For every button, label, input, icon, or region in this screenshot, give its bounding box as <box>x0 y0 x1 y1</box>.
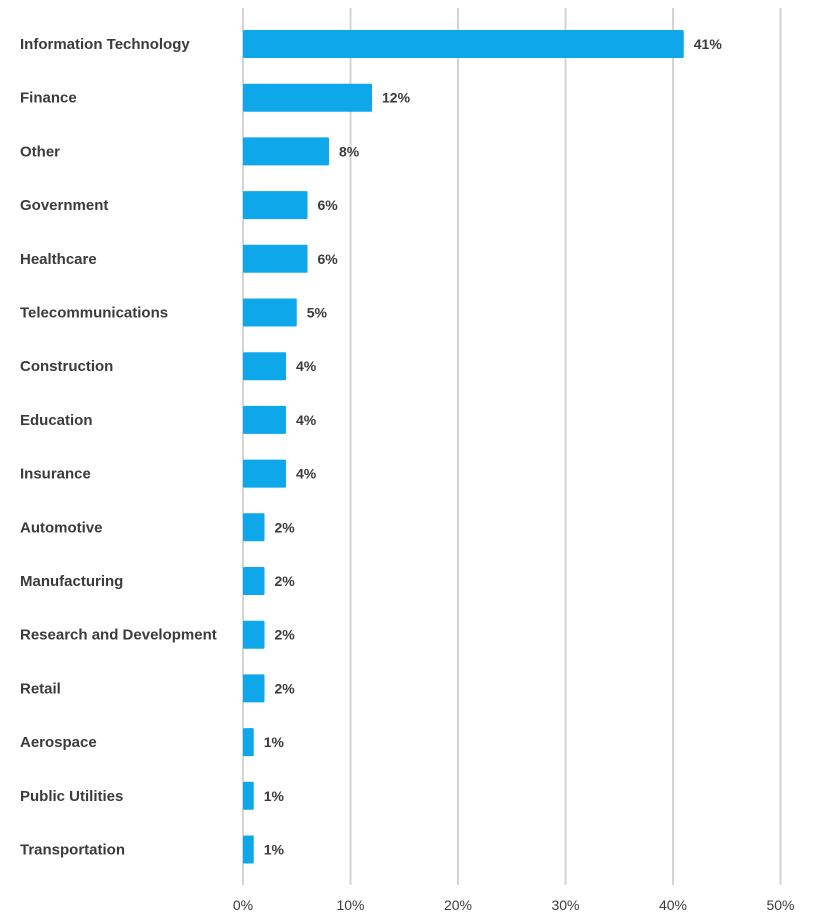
value-label-7: 4% <box>296 412 317 428</box>
category-label-9: Automotive <box>20 519 103 536</box>
category-label-15: Transportation <box>20 842 125 859</box>
value-label-8: 4% <box>296 466 317 482</box>
bar-11 <box>243 620 265 649</box>
category-label-6: Construction <box>20 358 113 375</box>
bar-8 <box>243 459 286 488</box>
category-label-10: Manufacturing <box>20 573 123 590</box>
category-label-13: Aerospace <box>20 734 97 751</box>
value-label-4: 6% <box>318 251 339 267</box>
category-label-7: Education <box>20 412 93 429</box>
bar-5 <box>243 298 297 327</box>
bar-10 <box>243 567 265 595</box>
x-tick-label-20: 20% <box>444 897 472 913</box>
bar-15 <box>243 835 254 864</box>
value-label-5: 5% <box>307 305 328 321</box>
value-label-12: 2% <box>275 680 296 696</box>
bars <box>243 30 684 864</box>
category-label-3: Government <box>20 197 108 214</box>
x-axis-tick-labels: 0% 10% 20% 30% 40% 50% <box>233 897 795 913</box>
x-tick-label-50: 50% <box>766 897 794 913</box>
category-label-8: Insurance <box>20 466 91 483</box>
category-label-11: Research and Development <box>20 627 217 644</box>
category-label-14: Public Utilities <box>20 788 123 805</box>
value-label-11: 2% <box>275 627 296 643</box>
value-label-10: 2% <box>275 573 296 589</box>
value-labels: 41% 12% 8% 6% 6% 5% 4% 4% 4% 2% 2% 2% 2% 1% 1% 1% <box>264 36 723 858</box>
value-label-15: 1% <box>264 842 285 858</box>
value-label-1: 12% <box>382 90 411 106</box>
x-tick-label-10: 10% <box>336 897 364 913</box>
x-tick-label-0: 0% <box>233 897 253 913</box>
bar-7 <box>243 405 286 434</box>
value-label-3: 6% <box>318 197 339 213</box>
category-label-2: Other <box>20 143 60 160</box>
bar-6 <box>243 352 286 381</box>
x-tick-label-30: 30% <box>551 897 579 913</box>
bar-2 <box>243 137 329 166</box>
x-tick-label-40: 40% <box>659 897 687 913</box>
bar-3 <box>243 191 308 220</box>
category-label-12: Retail <box>20 680 61 697</box>
bar-0 <box>243 30 684 58</box>
value-label-13: 1% <box>264 734 285 750</box>
bar-1 <box>243 83 372 112</box>
category-label-5: Telecommunications <box>20 305 168 322</box>
category-label-0: Information Technology <box>20 36 190 53</box>
bar-9 <box>243 513 265 542</box>
category-label-4: Healthcare <box>20 251 97 268</box>
bar-14 <box>243 781 254 810</box>
bar-12 <box>243 674 265 703</box>
category-label-1: Finance <box>20 90 77 107</box>
bar-13 <box>243 728 254 757</box>
category-labels: Information Technology Finance Other Govern… <box>20 36 217 859</box>
value-label-6: 4% <box>296 358 317 374</box>
value-label-0: 41% <box>694 36 723 52</box>
value-label-2: 8% <box>339 143 360 159</box>
value-label-14: 1% <box>264 788 285 804</box>
value-label-9: 2% <box>275 519 296 535</box>
bar-4 <box>243 244 308 273</box>
